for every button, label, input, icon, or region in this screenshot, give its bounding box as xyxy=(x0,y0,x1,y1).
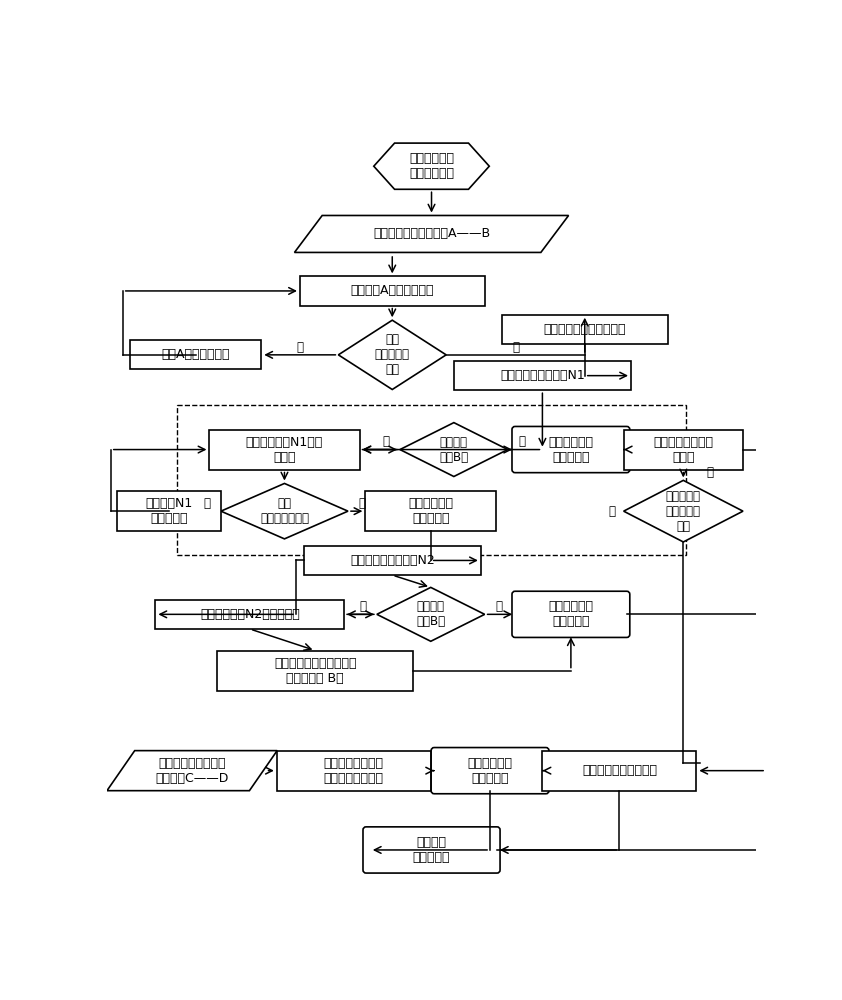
Text: 检索A站下一条光缆: 检索A站下一条光缆 xyxy=(162,348,230,361)
Text: 否: 否 xyxy=(609,505,616,518)
FancyBboxPatch shape xyxy=(304,546,481,575)
Polygon shape xyxy=(400,423,508,477)
FancyBboxPatch shape xyxy=(217,651,413,691)
FancyBboxPatch shape xyxy=(210,430,360,470)
Polygon shape xyxy=(624,480,743,542)
Text: 显示临时列表
中的光缆段: 显示临时列表 中的光缆段 xyxy=(548,436,594,464)
FancyBboxPatch shape xyxy=(502,315,668,344)
FancyBboxPatch shape xyxy=(300,276,485,306)
FancyBboxPatch shape xyxy=(131,340,261,369)
Text: 是: 是 xyxy=(518,435,525,448)
FancyBboxPatch shape xyxy=(156,600,344,629)
Text: 否: 否 xyxy=(382,435,390,448)
Text: 将该光缆存储
于临时列表: 将该光缆存储 于临时列表 xyxy=(408,497,453,525)
FancyBboxPatch shape xyxy=(512,591,630,637)
Text: 确认是否
到达B站: 确认是否 到达B站 xyxy=(416,600,445,628)
Text: 执行上述类似步骤
直到检索到光缆段: 执行上述类似步骤 直到检索到光缆段 xyxy=(324,757,384,785)
Text: 确认是否
到达B站: 确认是否 到达B站 xyxy=(440,436,468,464)
Text: 否: 否 xyxy=(360,600,366,613)
FancyBboxPatch shape xyxy=(365,491,496,531)
Text: 否: 否 xyxy=(204,497,210,510)
FancyBboxPatch shape xyxy=(431,748,549,794)
Text: 执行上述虚框内类似步骤
直到检索到 B站: 执行上述虚框内类似步骤 直到检索到 B站 xyxy=(274,657,356,685)
Text: 是: 是 xyxy=(495,600,502,613)
Text: 检索站点N1
下一条光缆: 检索站点N1 下一条光缆 xyxy=(146,497,193,525)
FancyBboxPatch shape xyxy=(624,430,743,470)
Polygon shape xyxy=(295,215,568,252)
Text: 比对，选择重合光缆段: 比对，选择重合光缆段 xyxy=(582,764,657,777)
Text: 根据网管显示
确认告警电路: 根据网管显示 确认告警电路 xyxy=(409,152,454,180)
Polygon shape xyxy=(221,483,348,539)
Text: 是: 是 xyxy=(359,497,365,510)
Text: 是否
检索到该光链路: 是否 检索到该光链路 xyxy=(260,497,309,525)
Text: 显示临时列表
中的光缆段: 显示临时列表 中的光缆段 xyxy=(467,757,513,785)
Text: 确认该光缆对端站点N1: 确认该光缆对端站点N1 xyxy=(500,369,585,382)
Text: 是: 是 xyxy=(706,466,714,479)
Text: 从列表选择第二条告
警光链路C——D: 从列表选择第二条告 警光链路C——D xyxy=(156,757,229,785)
Text: 是: 是 xyxy=(512,341,519,354)
Text: 列表中是否
存在多个光
缆段: 列表中是否 存在多个光 缆段 xyxy=(666,490,701,533)
Text: 将该光缆存储于临时列表: 将该光缆存储于临时列表 xyxy=(543,323,626,336)
FancyBboxPatch shape xyxy=(117,491,221,531)
Text: 检索查找站点N2光缆内业务: 检索查找站点N2光缆内业务 xyxy=(200,608,300,621)
Text: 是否
检索到该光
链路: 是否 检索到该光 链路 xyxy=(375,333,410,376)
Text: 检索查找站点N1光缆
内业务: 检索查找站点N1光缆 内业务 xyxy=(246,436,323,464)
Polygon shape xyxy=(374,143,489,189)
Text: 确认该光缆对端站点N2: 确认该光缆对端站点N2 xyxy=(350,554,434,567)
Text: 否: 否 xyxy=(296,341,303,354)
FancyBboxPatch shape xyxy=(277,751,431,791)
Text: 结果得出
故障光缆段: 结果得出 故障光缆段 xyxy=(413,836,450,864)
Text: 显示临时列表
中的光缆段: 显示临时列表 中的光缆段 xyxy=(548,600,594,628)
Text: 检索查找A站光缆内业务: 检索查找A站光缆内业务 xyxy=(350,284,434,297)
FancyBboxPatch shape xyxy=(512,426,630,473)
Polygon shape xyxy=(107,751,277,791)
Text: 列出该光链路所在
光缆段: 列出该光链路所在 光缆段 xyxy=(653,436,713,464)
Polygon shape xyxy=(377,587,485,641)
Polygon shape xyxy=(338,320,446,389)
FancyBboxPatch shape xyxy=(454,361,631,390)
Text: 从列表选择告警光链路A——B: 从列表选择告警光链路A——B xyxy=(373,227,490,240)
FancyBboxPatch shape xyxy=(542,751,696,791)
FancyBboxPatch shape xyxy=(363,827,500,873)
